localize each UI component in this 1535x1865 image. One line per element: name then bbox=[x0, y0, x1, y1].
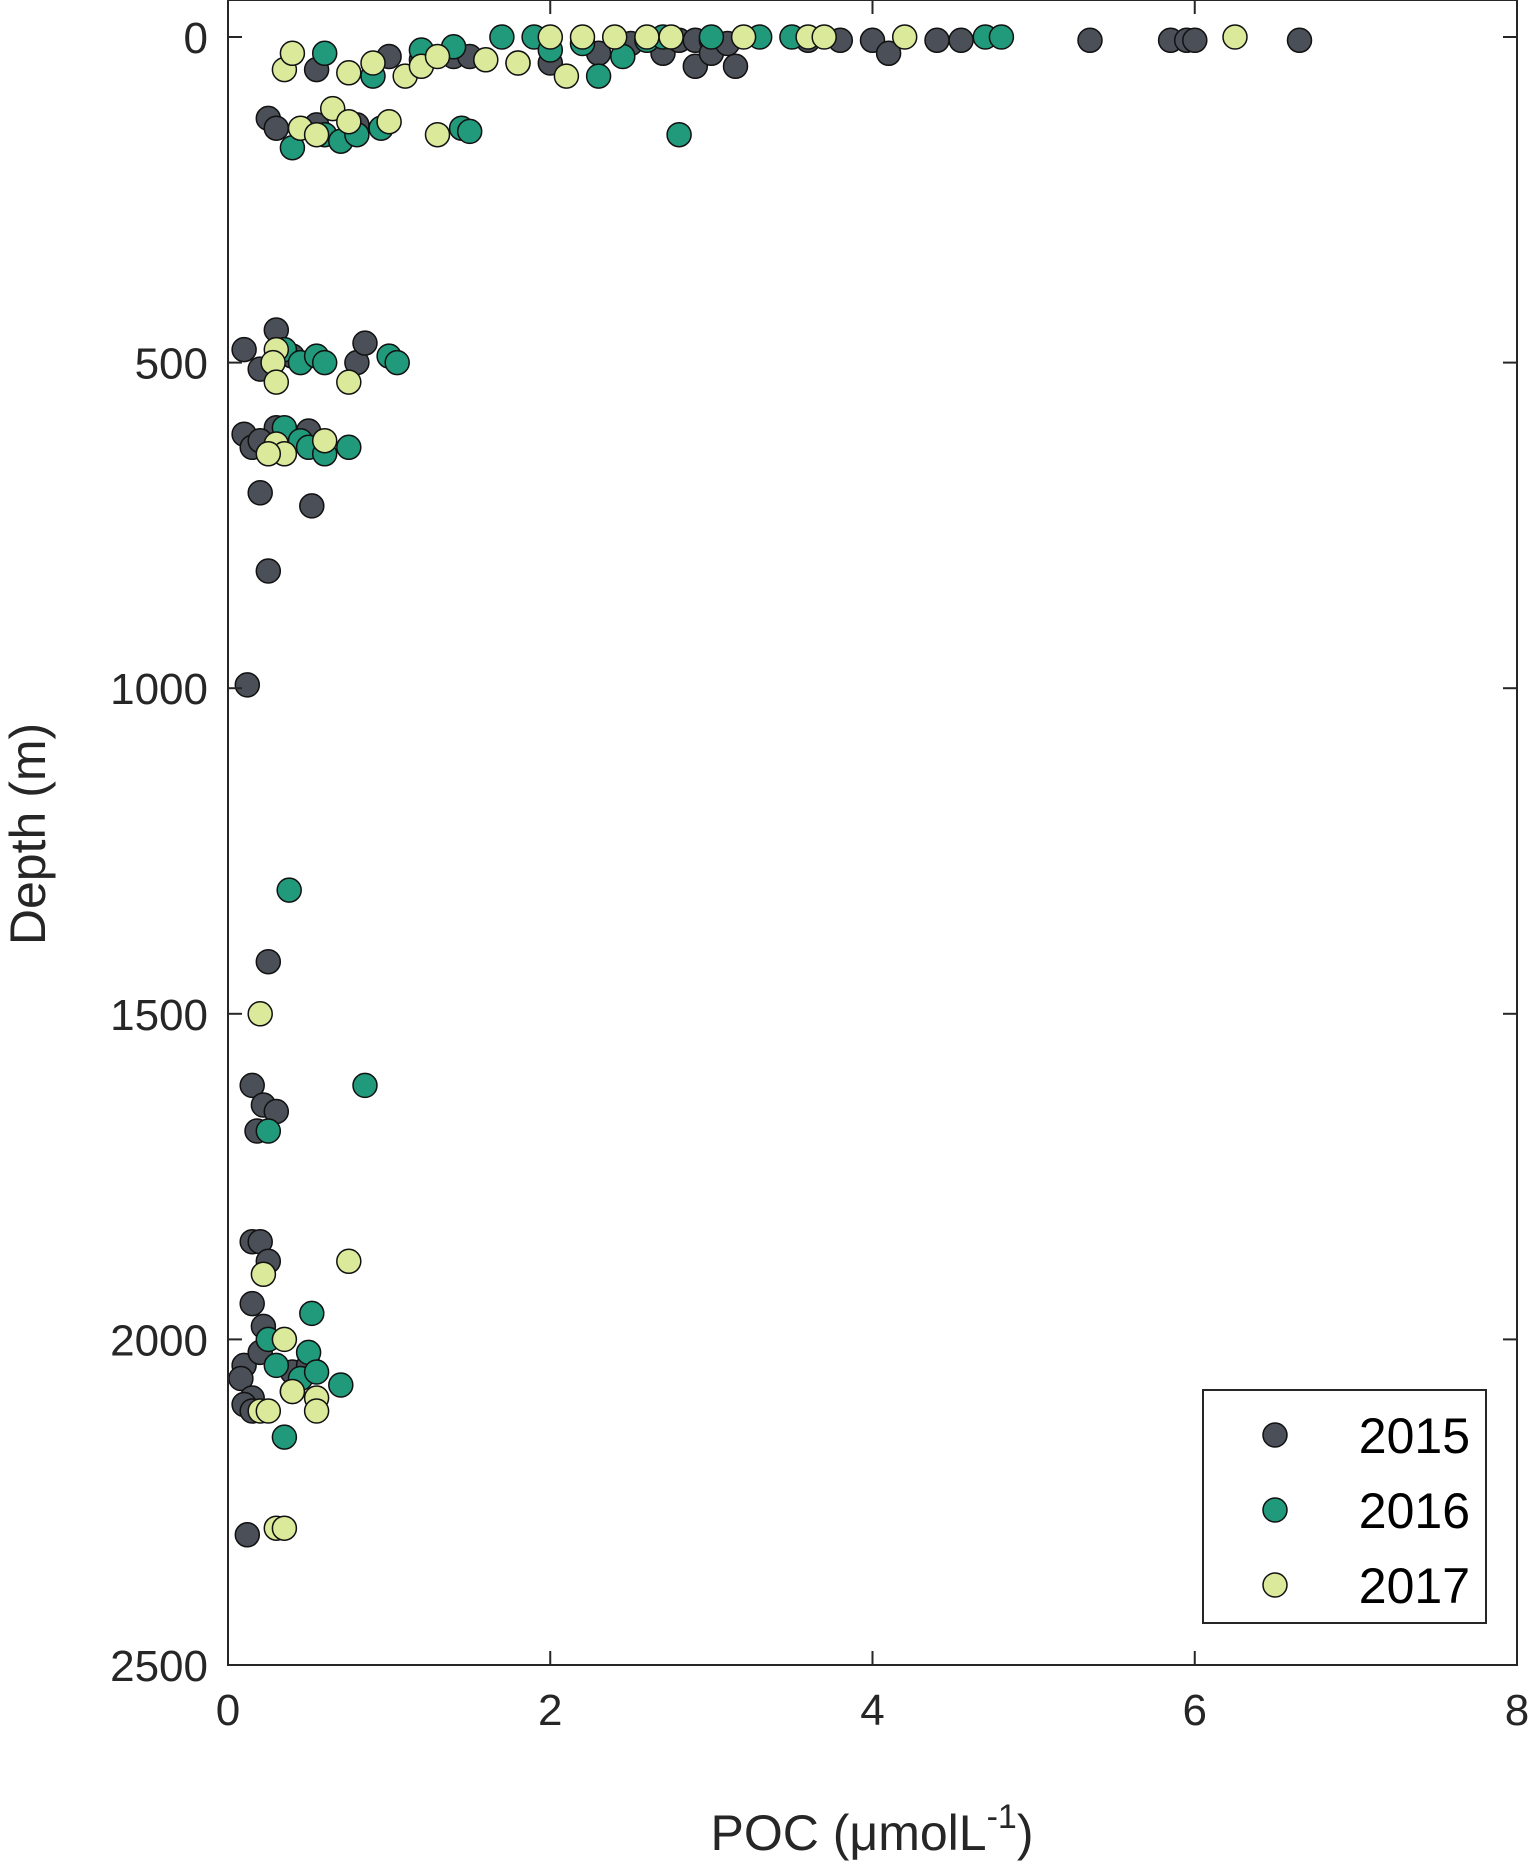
legend-label-2017: 2017 bbox=[1359, 1558, 1470, 1614]
data-point-2017 bbox=[553, 63, 580, 89]
data-point-2015 bbox=[299, 493, 325, 519]
data-point-2015 bbox=[1286, 27, 1313, 54]
data-point-2017 bbox=[279, 40, 306, 67]
y-axis-label: Depth (m) bbox=[0, 723, 56, 945]
data-point-2015 bbox=[231, 336, 257, 363]
data-point-2016 bbox=[698, 24, 725, 50]
data-point-2016 bbox=[384, 349, 410, 376]
x-tick-label: 0 bbox=[216, 1686, 240, 1735]
data-point-2016 bbox=[311, 40, 338, 67]
data-point-2015 bbox=[263, 115, 290, 141]
data-point-2017 bbox=[376, 108, 402, 135]
data-point-2017 bbox=[279, 1378, 306, 1405]
data-point-2015 bbox=[234, 1522, 261, 1548]
legend-marker-2015 bbox=[1262, 1422, 1288, 1448]
data-point-2016 bbox=[299, 1300, 325, 1327]
data-point-2015 bbox=[352, 330, 378, 356]
data-point-2017 bbox=[271, 1326, 298, 1353]
data-point-2015 bbox=[239, 1072, 265, 1099]
y-tick-label: 1500 bbox=[110, 991, 208, 1040]
data-point-2017 bbox=[311, 427, 338, 454]
y-tick-label: 500 bbox=[135, 340, 208, 389]
data-point-2017 bbox=[811, 24, 837, 50]
data-point-2015 bbox=[239, 1290, 265, 1317]
y-tick-label: 1000 bbox=[110, 665, 208, 714]
data-point-2015 bbox=[722, 53, 749, 80]
data-point-2016 bbox=[276, 877, 302, 903]
data-point-2017 bbox=[634, 24, 660, 50]
data-point-2015 bbox=[1077, 27, 1103, 54]
data-point-2015 bbox=[875, 40, 902, 67]
data-point-2015 bbox=[948, 27, 974, 54]
data-point-2017 bbox=[250, 1261, 277, 1288]
data-point-2016 bbox=[271, 1424, 298, 1450]
data-point-2017 bbox=[360, 50, 386, 76]
x-tick-label: 4 bbox=[860, 1686, 884, 1735]
data-points-layer bbox=[228, 24, 1313, 1548]
data-point-2016 bbox=[352, 1072, 378, 1099]
legend-label-2015: 2015 bbox=[1359, 1408, 1470, 1464]
axis-ticks-layer: 0 2 4 6 8 0 500 1000 1500 2000 2500 bbox=[110, 0, 1529, 1735]
data-point-2017 bbox=[336, 108, 362, 135]
data-point-2016 bbox=[585, 63, 612, 89]
data-point-2017 bbox=[303, 1398, 330, 1424]
data-point-2016 bbox=[263, 1352, 290, 1379]
legend-entries: 2015 2016 2017 bbox=[1262, 1408, 1470, 1614]
data-point-2017 bbox=[473, 47, 499, 73]
legend-marker-2017 bbox=[1262, 1572, 1288, 1598]
x-axis-label-superscript: -1 bbox=[987, 1798, 1017, 1836]
x-tick-label: 2 bbox=[538, 1686, 562, 1735]
y-tick-label: 2000 bbox=[110, 1316, 208, 1365]
data-point-2017 bbox=[255, 441, 282, 467]
data-point-2016 bbox=[311, 349, 338, 376]
data-point-2017 bbox=[1222, 24, 1248, 50]
data-point-2015 bbox=[255, 948, 282, 975]
data-point-2017 bbox=[891, 24, 918, 50]
data-point-2017 bbox=[255, 1398, 282, 1424]
data-point-2015 bbox=[924, 27, 950, 54]
y-tick-label: 2500 bbox=[110, 1642, 208, 1691]
data-point-2017 bbox=[424, 43, 451, 70]
plot-area bbox=[228, 0, 1517, 1665]
data-point-2016 bbox=[988, 24, 1015, 50]
data-point-2017 bbox=[505, 50, 531, 76]
data-point-2017 bbox=[247, 1001, 273, 1027]
data-point-2017 bbox=[658, 24, 684, 50]
data-point-2017 bbox=[303, 121, 330, 148]
data-point-2017 bbox=[263, 369, 290, 395]
data-point-2017 bbox=[601, 24, 628, 50]
data-point-2017 bbox=[424, 121, 451, 148]
x-axis-label: POC (μmolL-1) bbox=[711, 1798, 1034, 1861]
data-point-2015 bbox=[255, 558, 282, 584]
data-point-2017 bbox=[569, 24, 596, 50]
data-point-2016 bbox=[489, 24, 515, 50]
data-point-2015 bbox=[234, 672, 261, 698]
data-point-2016 bbox=[328, 1372, 354, 1398]
data-point-2017 bbox=[730, 24, 757, 50]
data-point-2016 bbox=[666, 121, 692, 148]
data-point-2017 bbox=[271, 1515, 298, 1541]
data-point-2015 bbox=[1182, 27, 1208, 54]
legend-marker-2016 bbox=[1262, 1497, 1288, 1523]
x-tick-label: 6 bbox=[1183, 1686, 1207, 1735]
data-point-2016 bbox=[255, 1118, 282, 1144]
data-point-2016 bbox=[336, 434, 362, 461]
data-point-2015 bbox=[247, 480, 273, 506]
data-point-2017 bbox=[336, 1248, 362, 1275]
data-point-2017 bbox=[336, 60, 362, 86]
y-tick-label: 0 bbox=[184, 14, 208, 63]
data-point-2017 bbox=[537, 24, 564, 50]
legend-label-2016: 2016 bbox=[1359, 1483, 1470, 1539]
data-point-2017 bbox=[336, 369, 362, 395]
x-tick-label: 8 bbox=[1505, 1686, 1529, 1735]
data-point-2016 bbox=[456, 118, 483, 145]
legend: 2015 2016 2017 bbox=[1202, 1389, 1487, 1624]
legend-box bbox=[1202, 1389, 1487, 1624]
data-point-2016 bbox=[303, 1359, 330, 1385]
